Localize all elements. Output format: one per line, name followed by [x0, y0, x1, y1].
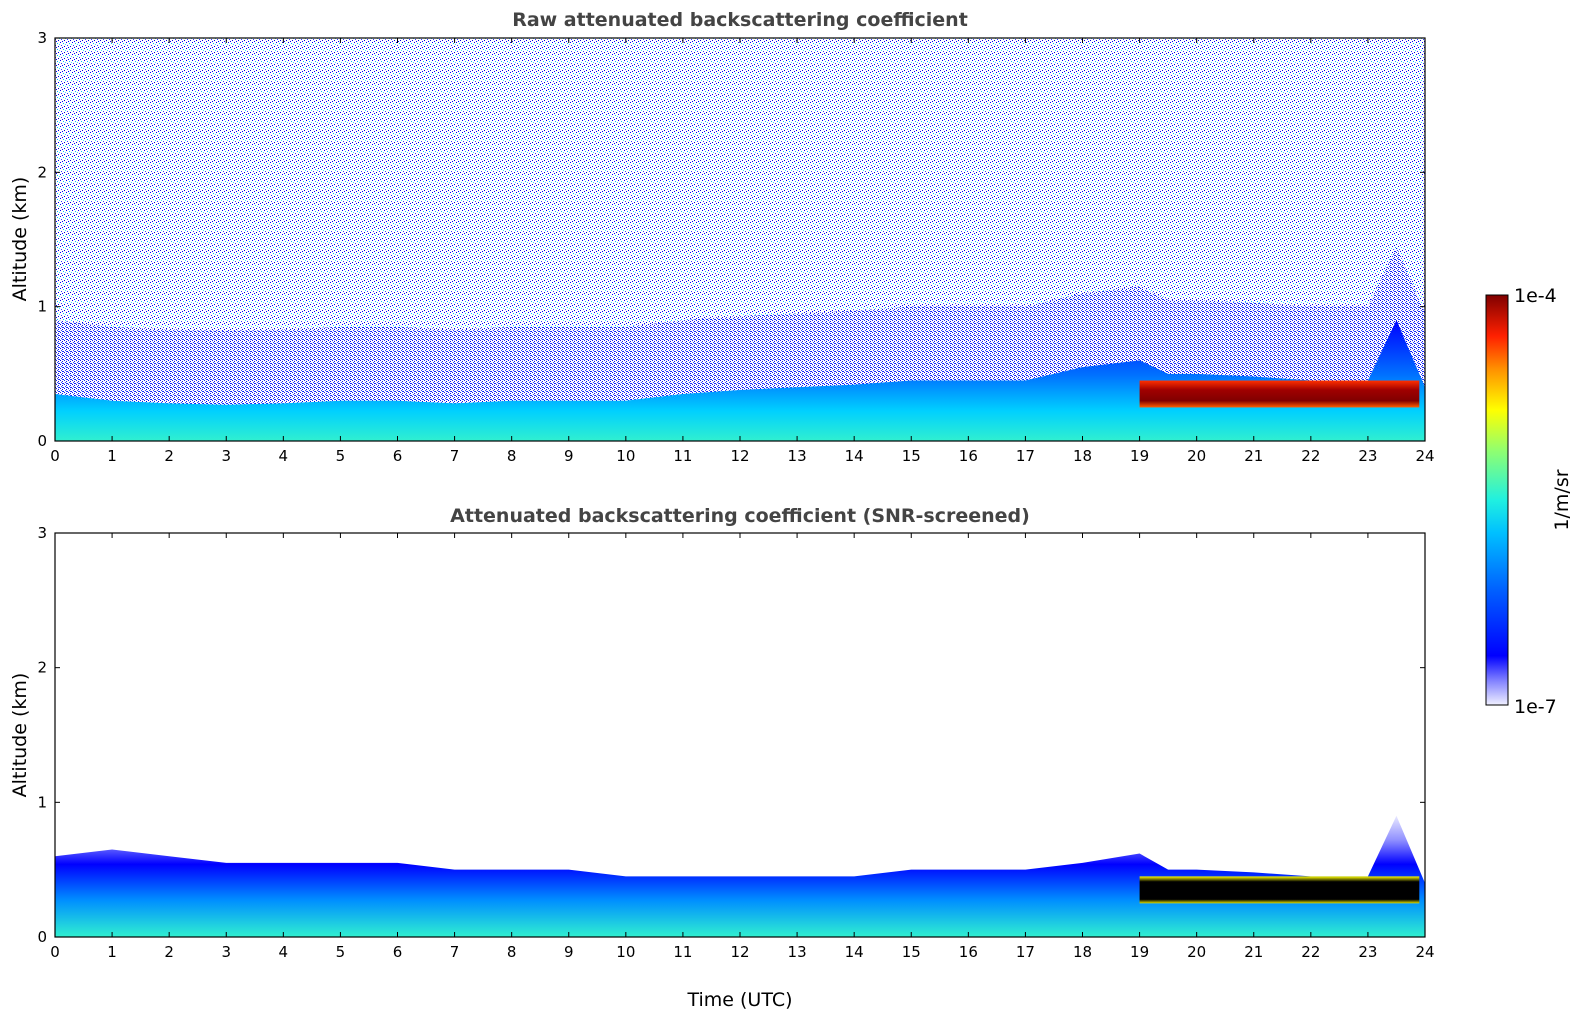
x-tick-label: 13: [788, 447, 807, 465]
y-tick-label: 2: [37, 659, 47, 677]
x-tick-label: 5: [336, 943, 346, 961]
x-tick-label: 14: [845, 447, 864, 465]
boundary-layer-area: [55, 815, 1425, 937]
x-tick-label: 15: [902, 943, 921, 961]
x-tick-label: 3: [221, 943, 231, 961]
x-tick-label: 16: [959, 943, 978, 961]
x-tick-label: 8: [507, 943, 517, 961]
x-tick-label: 7: [450, 943, 460, 961]
colorbar-gradient: [1485, 294, 1509, 706]
x-tick-label: 5: [336, 447, 346, 465]
x-tick-label: 20: [1187, 943, 1206, 961]
boundary-layer-area: [55, 320, 1425, 441]
x-tick-label: 22: [1301, 447, 1320, 465]
x-tick-label: 3: [221, 447, 231, 465]
x-tick-label: 2: [164, 943, 174, 961]
y-tick-label: 2: [37, 163, 47, 181]
x-tick-label: 10: [616, 447, 635, 465]
x-tick-label: 20: [1187, 447, 1206, 465]
colorbar-max-label: 1e-4: [1514, 285, 1557, 307]
x-tick-label: 2: [164, 447, 174, 465]
y-tick-label: 0: [37, 928, 47, 946]
x-tick-label: 9: [564, 943, 574, 961]
y-tick-label: 3: [37, 524, 47, 542]
x-tick-label: 12: [730, 447, 749, 465]
x-tick-label: 14: [845, 943, 864, 961]
x-tick-label: 17: [1016, 447, 1035, 465]
x-tick-label: 17: [1016, 943, 1035, 961]
x-axis-label: Time (UTC): [686, 989, 792, 1011]
raw-backscatter-panel: Raw attenuated backscattering coefficien…: [9, 9, 1435, 465]
x-tick-label: 24: [1415, 447, 1434, 465]
panel-title: Raw attenuated backscattering coefficien…: [512, 9, 968, 31]
y-tick-label: 1: [37, 298, 47, 316]
colorbar-min-label: 1e-7: [1514, 696, 1557, 718]
colorbar: 1e-4 1e-7 1/m/sr: [1485, 285, 1573, 718]
x-tick-label: 23: [1358, 447, 1377, 465]
x-tick-label: 1: [107, 447, 117, 465]
x-tick-label: 9: [564, 447, 574, 465]
y-tick-label: 3: [37, 29, 47, 47]
screened-backscatter-panel: Attenuated backscattering coefficient (S…: [9, 505, 1435, 1011]
x-tick-label: 6: [393, 447, 403, 465]
x-tick-label: 13: [788, 943, 807, 961]
x-tick-label: 22: [1301, 943, 1320, 961]
cloud-layer: [1139, 876, 1420, 904]
x-tick-label: 0: [50, 447, 60, 465]
x-tick-label: 21: [1244, 447, 1263, 465]
x-tick-label: 7: [450, 447, 460, 465]
x-tick-label: 6: [393, 943, 403, 961]
x-tick-label: 21: [1244, 943, 1263, 961]
x-tick-label: 1: [107, 943, 117, 961]
x-tick-label: 11: [673, 447, 692, 465]
x-tick-label: 4: [279, 943, 289, 961]
cloud-layer: [1139, 380, 1420, 408]
x-tick-label: 24: [1415, 943, 1434, 961]
x-tick-label: 0: [50, 943, 60, 961]
x-tick-label: 4: [279, 447, 289, 465]
x-tick-label: 10: [616, 943, 635, 961]
x-tick-label: 19: [1130, 943, 1149, 961]
x-tick-label: 11: [673, 943, 692, 961]
colorbar-unit-label: 1/m/sr: [1551, 469, 1573, 530]
x-tick-label: 8: [507, 447, 517, 465]
x-tick-label: 19: [1130, 447, 1149, 465]
x-tick-label: 16: [959, 447, 978, 465]
x-tick-label: 23: [1358, 943, 1377, 961]
x-tick-label: 12: [730, 943, 749, 961]
y-axis-label: Altitude (km): [9, 673, 31, 798]
y-tick-label: 0: [37, 432, 47, 450]
y-axis-label: Altitude (km): [9, 177, 31, 302]
x-tick-label: 15: [902, 447, 921, 465]
x-tick-label: 18: [1073, 943, 1092, 961]
x-tick-label: 18: [1073, 447, 1092, 465]
panel-title: Attenuated backscattering coefficient (S…: [450, 505, 1030, 527]
y-tick-label: 1: [37, 793, 47, 811]
